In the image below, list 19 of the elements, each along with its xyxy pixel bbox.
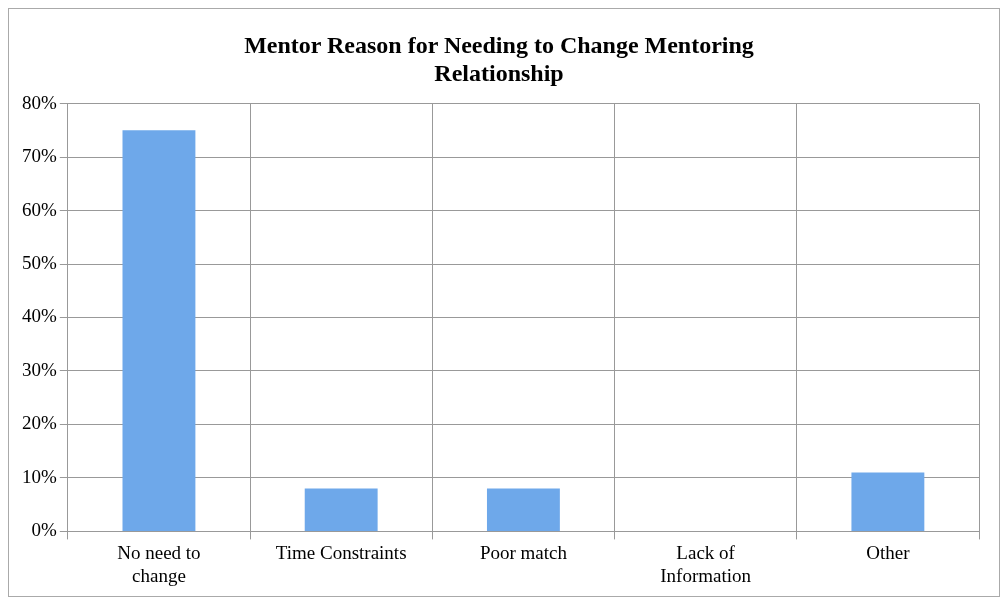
x-tick-label: Poor match [479,541,568,563]
y-tick-label: 70% [22,145,57,167]
x-tick-label: Other [866,541,911,563]
x-tick-label: Time Constraints [275,541,407,563]
x-tick-label: Lack of Information [660,541,752,586]
y-tick-label: 20% [22,412,57,434]
bar [122,130,196,531]
y-tick-label: 10% [22,465,57,487]
y-tick-label: 30% [22,358,57,380]
chart-title: Mentor Reason for Needing to Change Mentoring Relationship [244,31,754,87]
y-tick-label: 40% [22,305,57,327]
y-tick-label: 0% [31,519,57,541]
bar [304,488,378,531]
bar [486,488,560,531]
y-tick-label: 80% [22,91,57,113]
y-tick-label: 50% [22,252,57,274]
x-tick-label: No need to change [117,541,201,586]
bar [851,472,925,531]
y-tick-label: 60% [22,198,57,220]
